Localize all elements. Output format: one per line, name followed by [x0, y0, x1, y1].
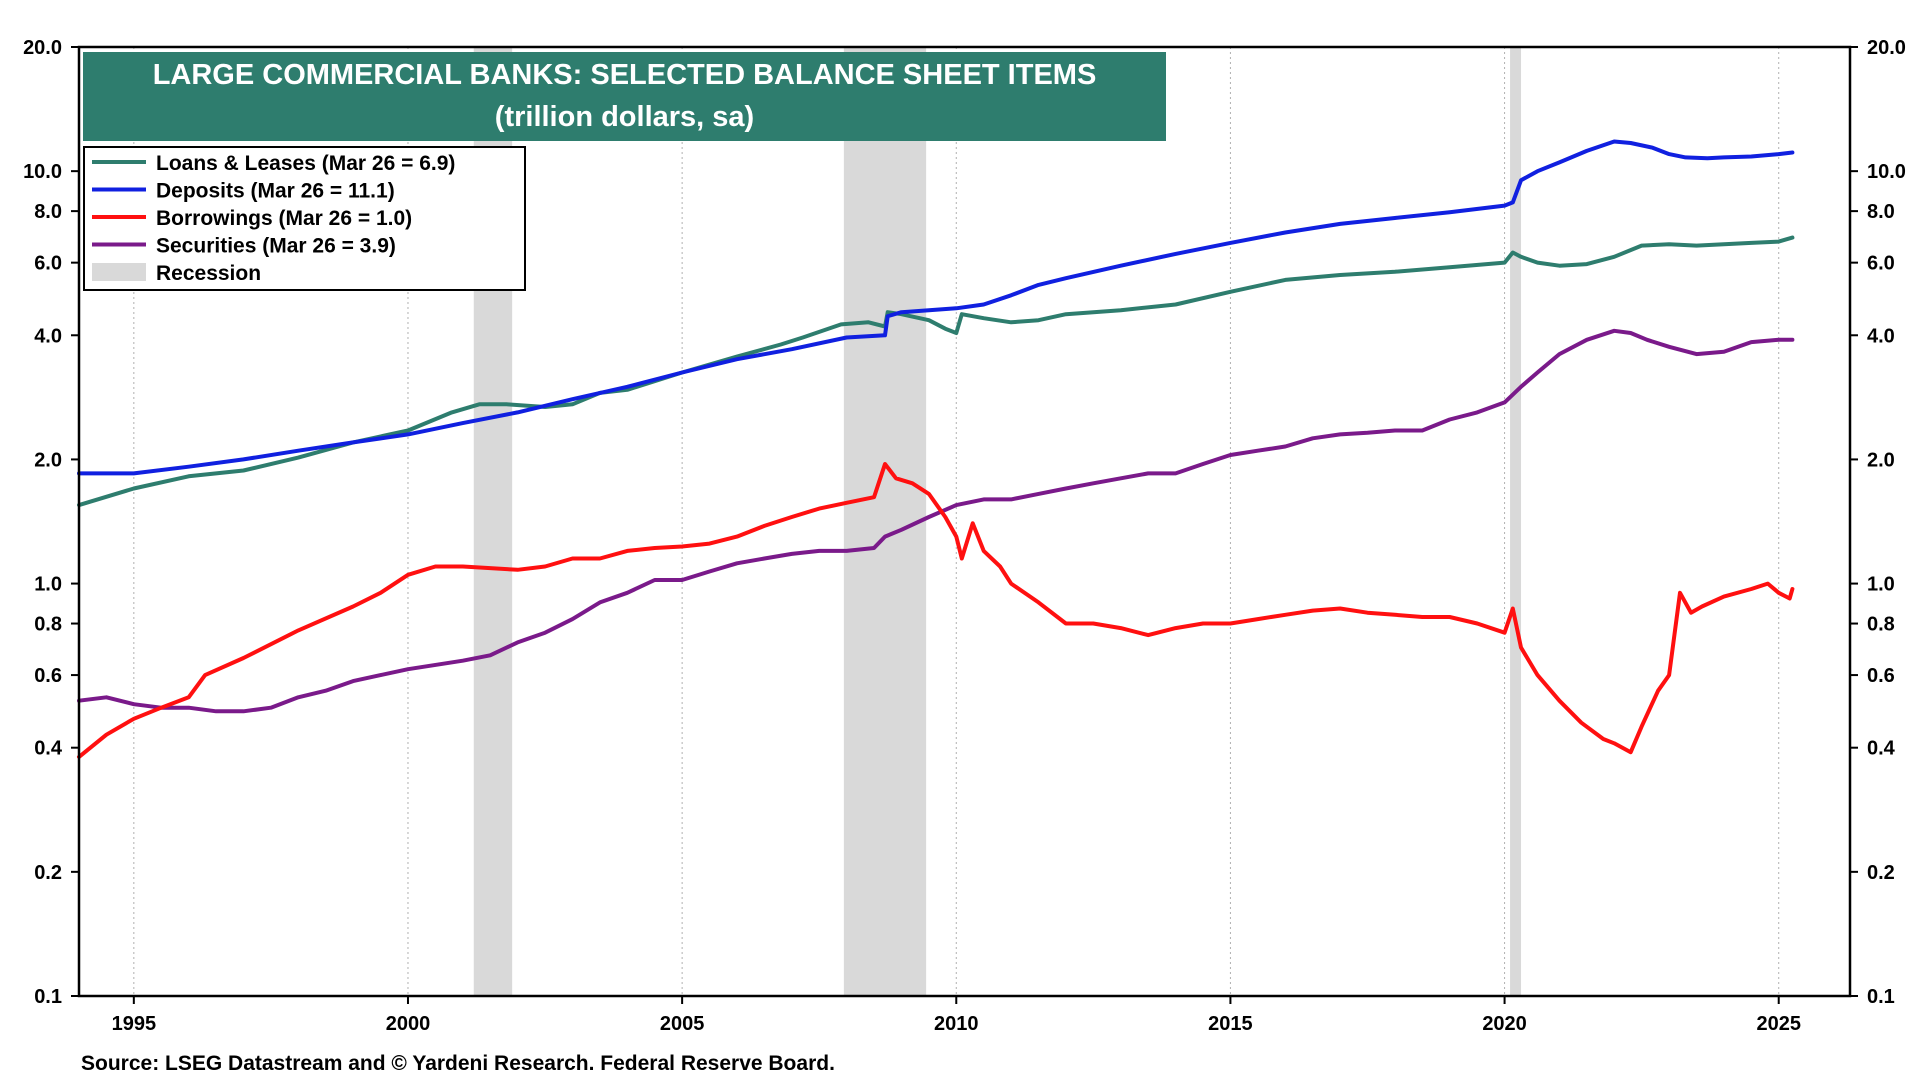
series-line-borrowings: [77, 462, 1795, 759]
y-tick-label-left: 0.1: [34, 986, 62, 1008]
y-tick-label-left: 20.0: [23, 37, 62, 59]
title-box: [83, 52, 1166, 141]
chart-subtitle: (trillion dollars, sa): [495, 101, 754, 133]
series-line-deposits: [77, 139, 1795, 476]
y-tick-label-right: 0.4: [1867, 738, 1896, 760]
legend-box: [83, 146, 526, 291]
legend-label-securities: Securities (Mar 26 = 3.9): [156, 235, 396, 258]
y-tick-label-right: 0.1: [1867, 986, 1895, 1008]
series-line-securities: [77, 328, 1795, 714]
legend-label-recession: Recession: [156, 262, 261, 285]
y-tick-label-left: 0.8: [34, 614, 62, 636]
title-banner: LARGE COMMERCIAL BANKS: SELECTED BALANCE…: [83, 52, 1166, 141]
y-tick-label-left: 10.0: [23, 161, 62, 183]
legend-label-loans-leases: Loans & Leases (Mar 26 = 6.9): [156, 152, 455, 175]
y-tick-label-right: 2.0: [1867, 449, 1895, 471]
y-tick-label-right: 8.0: [1867, 201, 1895, 223]
y-tick-label-left: 0.2: [34, 862, 62, 884]
legend-swatch-recession: [92, 263, 146, 281]
x-tick-label-2025: 2025: [1756, 1013, 1801, 1035]
x-tick-label-2020: 2020: [1482, 1013, 1527, 1035]
legend: Loans & Leases (Mar 26 = 6.9) Deposits (M…: [83, 146, 526, 291]
x-tick-label-2010: 2010: [934, 1013, 979, 1035]
plot-frame: [77, 45, 1852, 998]
x-tick-label-2000: 2000: [386, 1013, 431, 1035]
series-line-loans-leases: [77, 235, 1795, 508]
chart-title: LARGE COMMERCIAL BANKS: SELECTED BALANCE…: [153, 59, 1097, 91]
y-tick-label-right: 0.6: [1867, 665, 1895, 687]
y-tick-label-right: 4.0: [1867, 325, 1895, 347]
recession-band-3: [1510, 47, 1522, 996]
y-tick-label-left: 0.4: [34, 738, 63, 760]
legend-label-deposits: Deposits (Mar 26 = 11.1): [156, 180, 395, 203]
y-tick-label-left: 4.0: [34, 325, 62, 347]
y-tick-label-right: 6.0: [1867, 253, 1895, 275]
x-tick-label-1995: 1995: [112, 1013, 157, 1035]
x-tick-label-2015: 2015: [1208, 1013, 1253, 1035]
x-tick-label-2005: 2005: [660, 1013, 705, 1035]
y-tick-label-right: 1.0: [1867, 574, 1895, 596]
y-tick-label-left: 2.0: [34, 449, 62, 471]
y-tick-label-right: 0.8: [1867, 614, 1895, 636]
y-tick-label-left: 1.0: [34, 574, 62, 596]
y-tick-label-right: 20.0: [1867, 37, 1906, 59]
y-tick-label-left: 0.6: [34, 665, 62, 687]
source-note: Source: LSEG Datastream and © Yardeni Re…: [81, 1052, 835, 1075]
recession-band-2: [843, 47, 927, 996]
y-tick-label-left: 6.0: [34, 253, 62, 275]
y-tick-label-right: 0.2: [1867, 862, 1895, 884]
legend-label-borrowings: Borrowings (Mar 26 = 1.0): [156, 207, 412, 230]
y-tick-label-left: 8.0: [34, 201, 62, 223]
y-tick-label-right: 10.0: [1867, 161, 1906, 183]
